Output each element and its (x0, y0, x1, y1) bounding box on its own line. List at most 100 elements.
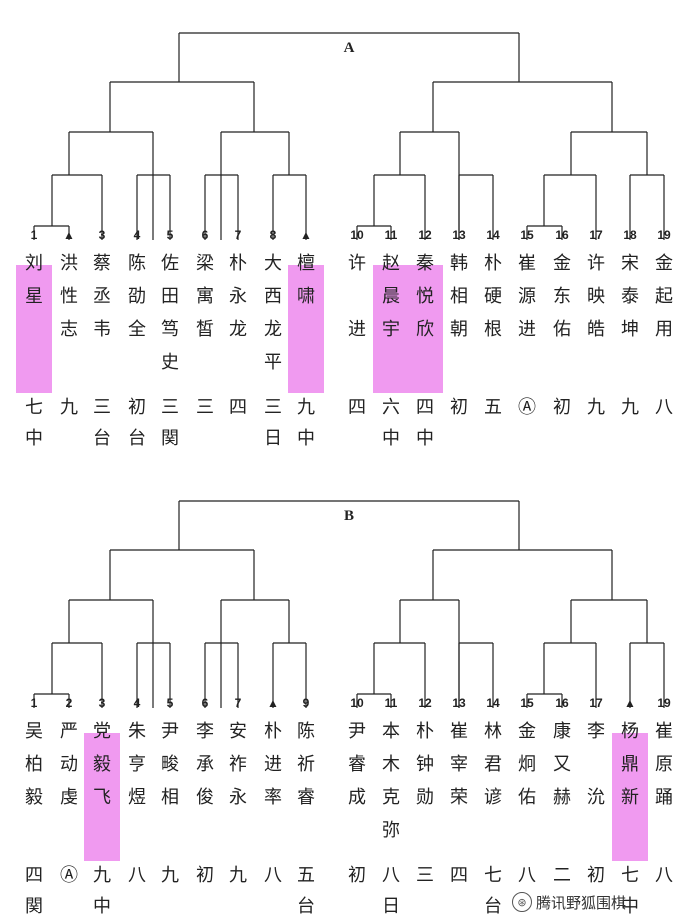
player-seed: 19 (657, 228, 671, 242)
player-rank: 初台 (128, 397, 146, 449)
player-rank: 三台 (93, 397, 111, 449)
player-rank: 五台 (297, 865, 315, 917)
player-rank: 八 (518, 865, 536, 886)
player-seed: 3 (98, 696, 106, 710)
player-seed: 4 (133, 696, 141, 710)
player-name: 金起用 (655, 253, 673, 340)
player-name: 朴进率 (264, 721, 282, 808)
player-seed: 3 (98, 228, 106, 242)
player-seed: 15 (520, 696, 534, 710)
player-rank: 八 (655, 397, 673, 418)
player-seed: 13 (452, 228, 466, 242)
player-rank: 四 (348, 397, 366, 418)
player-rank: 七中 (621, 865, 639, 917)
player-rank: 五 (484, 397, 502, 418)
player-seed: 18 (623, 228, 637, 242)
player-name: 韩相朝 (450, 253, 468, 340)
player-name: 刘星 (25, 253, 43, 307)
player-name: 朴钟勋 (416, 721, 434, 808)
player-seed: 5 (166, 696, 174, 710)
player-name: 朱亨煜 (128, 721, 146, 808)
player-name: 陈劭全 (128, 253, 146, 340)
player-rank: 四関 (25, 865, 43, 917)
player-seed: 6 (201, 696, 209, 710)
player-name: 林君谚 (484, 721, 502, 808)
player-name: 蔡丞韦 (93, 253, 111, 340)
player-seed: ▲ (300, 228, 312, 242)
player-name: 许映皓 (587, 253, 605, 340)
player-seed: 14 (486, 228, 500, 242)
player-name: 李 沇 (587, 721, 605, 808)
player-name: 陈祈睿 (297, 721, 315, 808)
player-rank: 七中 (25, 397, 43, 449)
player-name: 赵晨宇 (382, 253, 400, 340)
player-seed: 15 (520, 228, 534, 242)
highlight-box (373, 265, 409, 393)
player-seed: 17 (589, 696, 603, 710)
player-name: 崔宰荣 (450, 721, 468, 808)
player-name: 杨鼎新 (621, 721, 639, 808)
player-name: 宋泰坤 (621, 253, 639, 340)
player-rank: 九 (621, 397, 639, 418)
player-name: 尹畯相 (161, 721, 179, 808)
watermark-text: 腾讯野狐围棋 (536, 893, 627, 912)
player-seed: 16 (555, 696, 569, 710)
player-seed: 8 (269, 228, 277, 242)
player-rank: 初 (348, 865, 366, 886)
player-seed: 11 (384, 696, 398, 710)
player-rank: 四 (229, 397, 247, 418)
player-seed: ▲ (63, 228, 75, 242)
player-name: 朴永龙 (229, 253, 247, 340)
player-rank: 四中 (416, 397, 434, 449)
player-seed: 2 (65, 696, 73, 710)
player-rank: 四 (450, 865, 468, 886)
player-seed: 10 (350, 696, 364, 710)
player-name: 秦悦欣 (416, 253, 434, 340)
player-name: 佐田笃史 (161, 253, 179, 373)
highlight-box (612, 733, 648, 861)
player-name: 崔源进 (518, 253, 536, 340)
player-name: 李承俊 (196, 721, 214, 808)
player-rank: Ⓐ (60, 865, 78, 886)
player-name: 本木克弥 (382, 721, 400, 841)
player-rank: Ⓐ (518, 397, 536, 418)
player-seed: 12 (418, 228, 432, 242)
player-seed: 12 (418, 696, 432, 710)
player-rank: 九 (587, 397, 605, 418)
player-name: 朴硬根 (484, 253, 502, 340)
player-rank: 二 (553, 865, 571, 886)
highlight-box (84, 733, 120, 861)
player-seed: 16 (555, 228, 569, 242)
player-name: 金炯佑 (518, 721, 536, 808)
player-seed: 1 (30, 696, 38, 710)
player-rank: 初 (587, 865, 605, 886)
player-seed: 10 (350, 228, 364, 242)
highlight-box (288, 265, 324, 393)
weibo-icon: ⊛ (512, 892, 532, 912)
player-seed: 14 (486, 696, 500, 710)
player-seed: 5 (166, 228, 174, 242)
player-name: 安祚永 (229, 721, 247, 808)
player-seed: 11 (384, 228, 398, 242)
player-rank: 九中 (297, 397, 315, 449)
player-name: 党毅飞 (93, 721, 111, 808)
player-seed: 13 (452, 696, 466, 710)
highlight-box (407, 265, 443, 393)
player-name: 大西龙平 (264, 253, 282, 373)
player-rank: 三日 (264, 397, 282, 449)
player-name: 梁寓皙 (196, 253, 214, 340)
player-seed: 6 (201, 228, 209, 242)
bracket-title: A (343, 40, 355, 56)
player-rank: 八 (655, 865, 673, 886)
player-seed: ▲ (267, 696, 279, 710)
player-seed: 9 (302, 696, 310, 710)
player-name: 严动虔 (60, 721, 78, 808)
player-name: 金东佑 (553, 253, 571, 340)
player-rank: 八日 (382, 865, 400, 917)
player-rank: 九 (229, 865, 247, 886)
player-rank: 六中 (382, 397, 400, 449)
player-rank: 九 (60, 397, 78, 418)
player-seed: 19 (657, 696, 671, 710)
player-rank: 九 (161, 865, 179, 886)
